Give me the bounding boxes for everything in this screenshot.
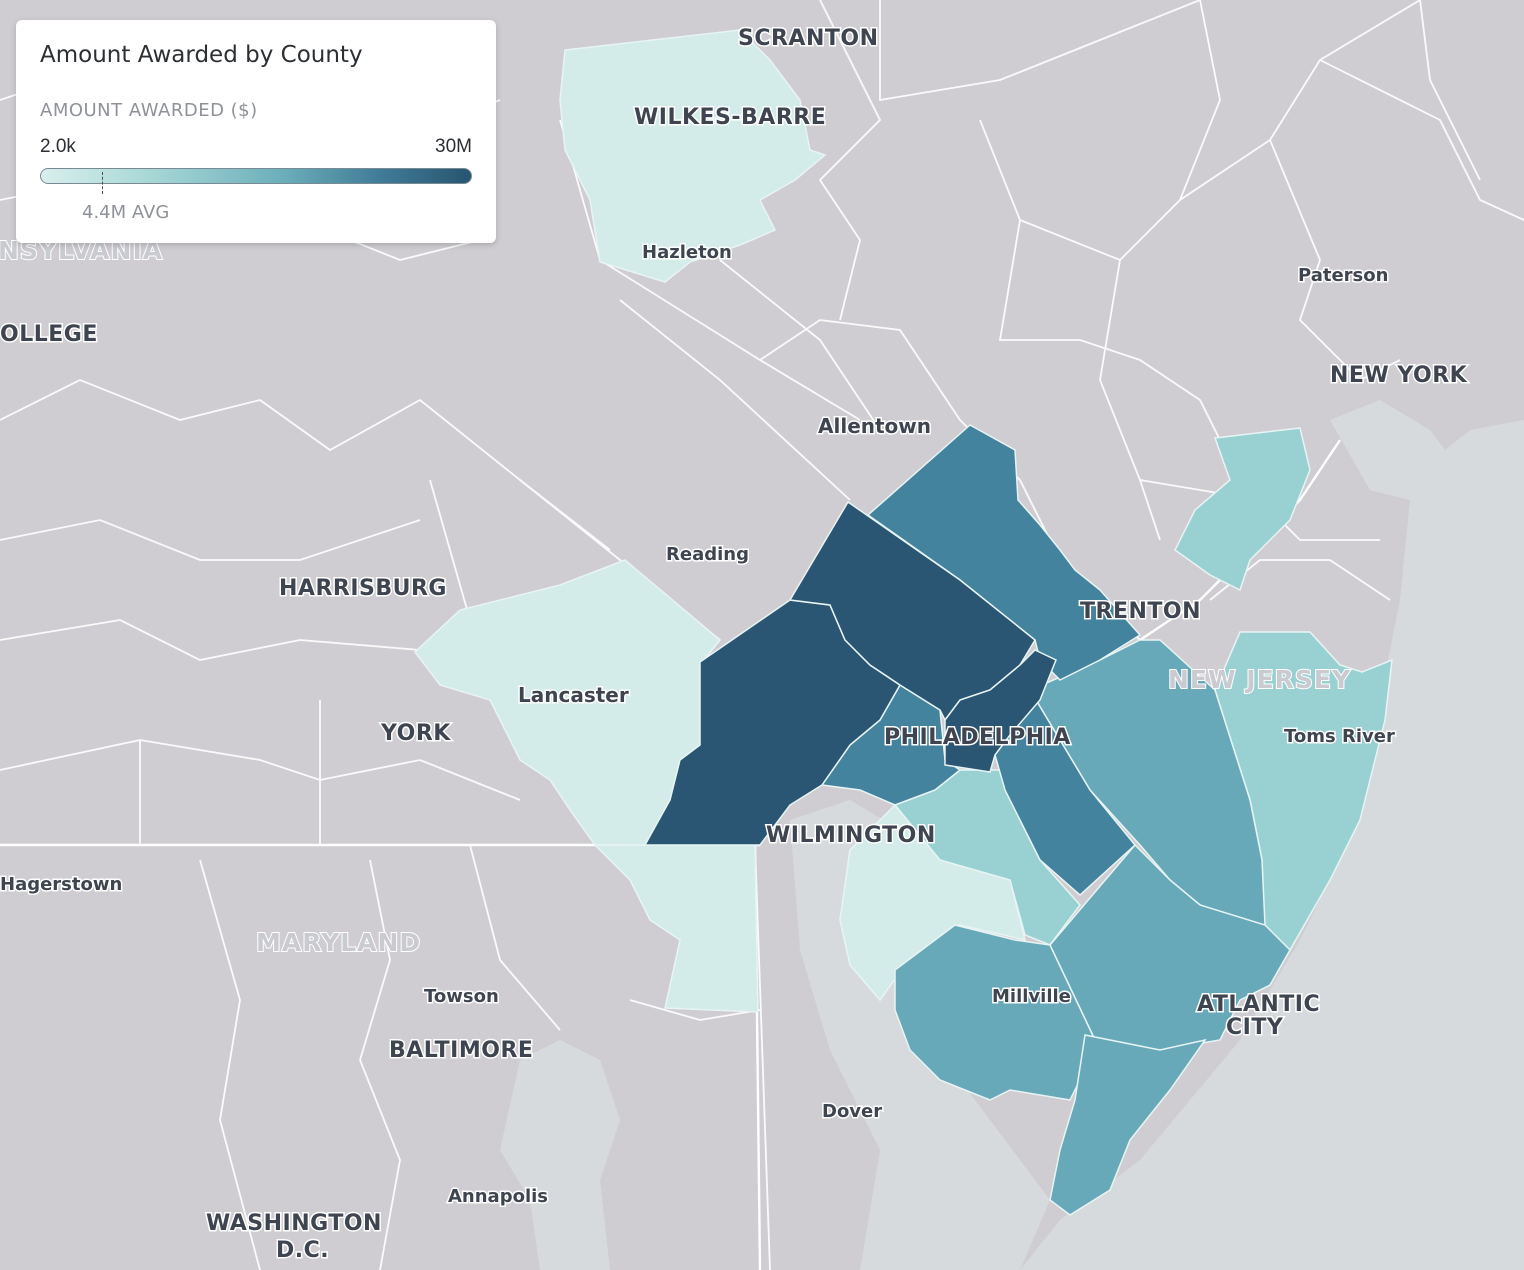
legend-gradient-bar <box>40 168 472 184</box>
county-mercer[interactable] <box>866 424 1142 681</box>
legend-title: Amount Awarded by County <box>40 42 363 68</box>
choropleth-counties <box>413 29 1393 1216</box>
label-hazleton: Hazleton <box>642 242 732 263</box>
label-millville: Millville <box>992 986 1071 1007</box>
county-luzerne[interactable] <box>559 29 827 283</box>
legend-panel: Amount Awarded by County AMOUNT AWARDED … <box>16 20 496 243</box>
map-labels: SCRANTON WILKES-BARRE Hazleton NSYLVANIA… <box>0 25 1469 1265</box>
label-hagerstown: Hagerstown <box>0 874 122 895</box>
label-paterson: Paterson <box>1298 265 1388 286</box>
chesapeake-bay <box>500 1040 620 1270</box>
label-scranton: SCRANTON <box>738 26 879 51</box>
atlantic-ocean <box>1020 420 1524 1270</box>
label-dover: Dover <box>822 1101 882 1122</box>
county-cumberland[interactable] <box>894 924 1096 1101</box>
label-annapolis: Annapolis <box>448 1186 548 1207</box>
legend-avg-label: 4.4M AVG <box>82 202 170 223</box>
label-new-jersey: NEW JERSEY <box>1168 665 1351 694</box>
legend-max-label: 30M <box>435 136 472 157</box>
label-baltimore: BALTIMORE <box>389 1038 533 1063</box>
county-camden[interactable] <box>994 688 1137 897</box>
label-atlantic-city-1: ATLANTIC <box>1197 992 1320 1017</box>
legend-min-label: 2.0k <box>40 136 76 157</box>
county-philadelphia[interactable] <box>944 649 1057 773</box>
label-trenton: TRENTON <box>1080 599 1201 624</box>
label-allentown: Allentown <box>818 414 931 438</box>
label-lancaster: Lancaster <box>518 683 629 707</box>
county-middlesex[interactable] <box>1174 427 1311 592</box>
label-toms-river: Toms River <box>1284 726 1395 747</box>
label-maryland: MARYLAND <box>256 928 421 957</box>
label-towson: Towson <box>424 986 499 1007</box>
label-washington: WASHINGTON <box>206 1211 382 1236</box>
label-philadelphia: PHILADELPHIA <box>884 725 1071 750</box>
county-cape-may[interactable] <box>1049 1034 1207 1216</box>
label-york: YORK <box>380 721 451 746</box>
ny-harbor <box>1330 400 1460 500</box>
label-reading: Reading <box>666 544 749 565</box>
label-atlantic-city-2: CITY <box>1226 1015 1284 1040</box>
label-harrisburg: HARRISBURG <box>279 576 447 601</box>
county-new-castle[interactable] <box>593 844 759 1013</box>
label-wilmington: WILMINGTON <box>766 823 936 848</box>
label-wilkes-barre: WILKES-BARRE <box>634 105 826 130</box>
legend-subtitle: AMOUNT AWARDED ($) <box>40 100 258 121</box>
label-new-york: NEW YORK <box>1330 363 1468 388</box>
label-dc: D.C. <box>276 1238 329 1263</box>
label-state-college: OLLEGE <box>0 322 98 347</box>
legend-avg-tick <box>102 172 103 194</box>
